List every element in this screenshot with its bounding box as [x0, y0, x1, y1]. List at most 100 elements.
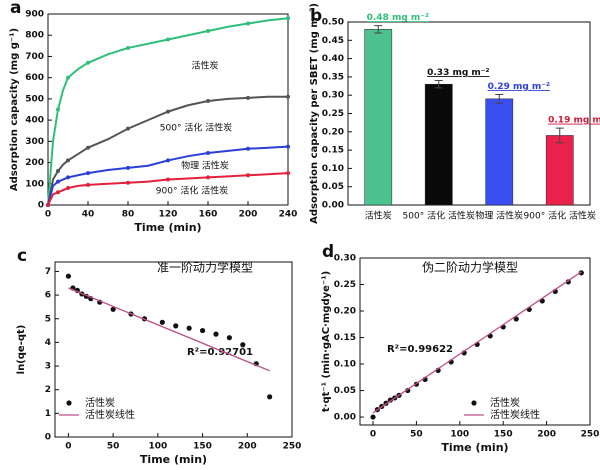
series-marker: [126, 165, 130, 170]
x-tick-label: 100: [148, 442, 167, 452]
series-marker: [56, 190, 60, 195]
y-tick-label: 6: [45, 291, 51, 301]
series-marker: [126, 180, 130, 185]
panel-label: b: [310, 6, 322, 26]
error-bar: [434, 80, 443, 89]
y-axis-label: t·qt⁻¹ (min·gAC·mgdye⁻¹): [321, 271, 332, 412]
panel-label: d: [322, 242, 334, 262]
plot-frame: [359, 257, 591, 426]
y-tick-label: 0.35: [322, 72, 344, 82]
x-tick-label: 活性炭: [365, 210, 392, 222]
x-tick-label: 40: [82, 210, 95, 220]
y-tick-label: 5: [45, 314, 51, 324]
series-marker: [66, 175, 70, 180]
series-marker: [86, 60, 90, 65]
x-tick-label: 物理 活性炭: [475, 210, 523, 222]
series-marker: [86, 171, 90, 176]
data-point: [578, 270, 584, 276]
series-marker: [286, 94, 290, 99]
data-point: [213, 331, 219, 337]
data-point: [370, 414, 376, 420]
series-marker: [246, 173, 250, 178]
y-tick-label: 200: [25, 158, 44, 168]
panel-label: c: [17, 246, 27, 266]
series-marker: [246, 95, 250, 100]
x-tick-label: 50: [107, 442, 120, 452]
y-tick-label: 7: [45, 267, 51, 277]
series-marker: [286, 16, 290, 21]
y-tick-label: 0.20: [334, 307, 356, 317]
x-tick-label: 50: [410, 430, 423, 440]
x-tick-label: 200: [239, 210, 258, 220]
y-tick-label: 800: [25, 31, 44, 41]
data-point: [65, 273, 72, 279]
x-tick-label: 160: [199, 210, 218, 220]
annotation: R²=0.92701: [187, 347, 253, 358]
series-marker: [206, 28, 210, 33]
x-tick-label: 200: [238, 442, 257, 452]
y-tick-label: 0.30: [322, 91, 344, 101]
legend-label: 活性炭线性: [490, 408, 540, 421]
x-tick-label: 250: [581, 430, 600, 440]
series-marker: [206, 175, 210, 180]
series-marker: [286, 144, 290, 149]
x-tick-label: 200: [537, 430, 556, 440]
data-point: [267, 394, 273, 400]
series-marker: [126, 126, 130, 131]
y-tick-label: 0.15: [334, 333, 356, 343]
legend-swatch: [66, 400, 72, 406]
data-point: [159, 319, 165, 325]
x-tick-label: 240: [279, 210, 298, 220]
y-tick-label: 0.50: [322, 18, 344, 28]
annotation: R²=0.99622: [387, 344, 453, 355]
y-tick-label: 0.10: [322, 164, 344, 174]
y-tick-label: 0: [45, 433, 51, 443]
y-tick-label: 100: [25, 179, 44, 189]
y-tick-label: 500: [25, 94, 44, 104]
series-label: 500° 活化 活性炭: [160, 122, 232, 134]
x-tick-label: 900° 活化 活性炭: [524, 210, 596, 222]
series-marker: [166, 177, 170, 182]
y-tick-label: 0.25: [322, 109, 344, 119]
legend-label: 活性炭: [85, 396, 115, 409]
series-marker: [56, 169, 60, 174]
y-tick-label: 0.05: [334, 386, 356, 396]
x-tick-label: 80: [122, 210, 135, 220]
x-tick-label: 250: [283, 442, 302, 452]
error-bar: [495, 93, 504, 104]
y-tick-label: 0.10: [334, 360, 356, 370]
bar: [485, 98, 514, 206]
series-marker: [206, 151, 210, 156]
data-point: [405, 387, 411, 394]
series-marker: [46, 203, 50, 207]
data-point: [513, 316, 519, 322]
data-point: [199, 327, 206, 334]
bar: [424, 83, 453, 206]
annotation: 伪二阶动力学模型: [422, 260, 518, 275]
y-tick-label: 300: [25, 137, 44, 147]
data-point: [565, 279, 571, 285]
data-point: [186, 325, 192, 331]
y-tick-label: 4: [45, 338, 51, 348]
series-marker: [166, 109, 170, 114]
series-marker: [66, 75, 70, 80]
series-marker: [86, 182, 90, 187]
y-tick-label: 400: [25, 116, 44, 126]
y-tick-label: 0.45: [322, 36, 344, 46]
value-label: 0.33 mg m⁻²: [427, 68, 489, 78]
legend-label: 活性炭线性: [85, 408, 135, 421]
bar: [364, 29, 393, 206]
x-tick-label: 500° 活化 活性炭: [403, 210, 475, 222]
series-marker: [66, 186, 70, 191]
x-axis-label: Time (min): [140, 453, 207, 466]
plot-frame: [54, 261, 293, 438]
x-tick-label: 150: [193, 442, 212, 452]
data-point: [110, 306, 116, 312]
x-tick-label: 150: [494, 430, 513, 440]
value-label: 0.29 mg m⁻²: [488, 82, 550, 92]
error-bar: [555, 127, 564, 144]
series-marker: [166, 37, 170, 42]
y-axis-label: ln(qe-qt): [16, 325, 27, 375]
x-tick-label: 0: [45, 210, 51, 220]
